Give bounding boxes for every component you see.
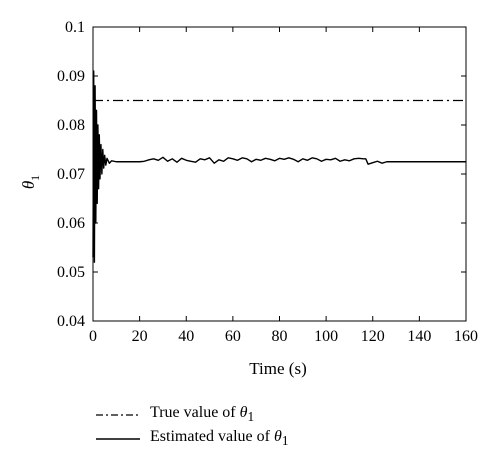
x-axis-label: Time (s) [249,359,306,378]
y-tick-label: 0.04 [57,313,85,330]
legend-dash-dot-line [96,413,140,416]
x-tick-label: 140 [407,328,431,345]
line-chart: 0 20 40 60 80 100 120 140 160 0.04 0.05 0.06 0.07 0.0… [19,19,478,378]
y-tick-label: 0.08 [57,117,85,134]
x-tick-label: 0 [89,328,97,345]
y-tick-label: 0.06 [57,215,85,232]
x-tick-label: 40 [178,328,194,345]
legend-label-estimated-value: Estimated value of θ1 [150,428,289,449]
legend-solid-line [96,437,140,440]
y-tick-label: 0.1 [65,19,85,36]
y-tick-label: 0.05 [57,264,85,281]
x-tick-label: 160 [454,328,478,345]
x-tick-label: 100 [314,328,338,345]
y-tick-label: 0.07 [57,166,85,183]
x-tick-label: 80 [272,328,288,345]
x-tick-label: 60 [225,328,241,345]
y-axis-label-subscript: 1 [28,175,42,181]
y-tick-label: 0.09 [57,68,85,85]
legend-label-true-value: True value of θ1 [150,404,255,425]
y-axis-label-symbol: θ [19,181,38,189]
legend-item-estimated-value: Estimated value of θ1 [96,428,289,449]
series-line-estimated-value [92,70,466,263]
legend-item-true-value: True value of θ1 [96,404,254,425]
plot-frame [92,26,467,322]
y-axis-label: θ1 [19,175,42,189]
x-tick-label: 120 [361,328,385,345]
x-tick-label: 20 [132,328,148,345]
